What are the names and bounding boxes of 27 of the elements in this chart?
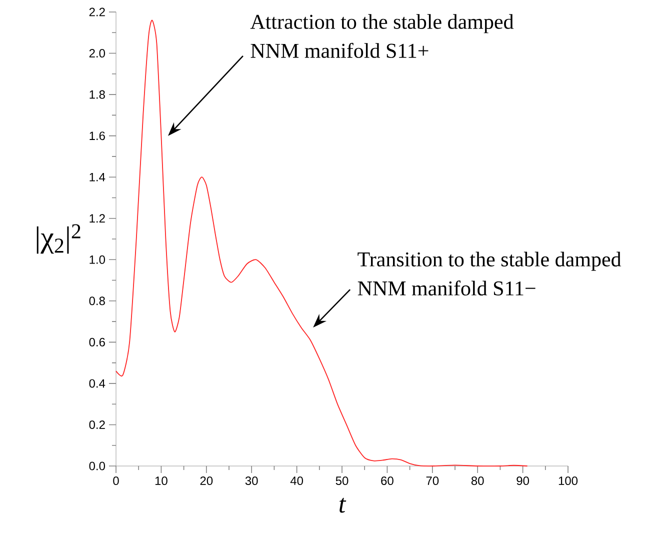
x-tick-label: 20	[200, 476, 213, 486]
y-tick-label: 2.0	[89, 49, 106, 58]
y-tick-label: 1.8	[90, 90, 105, 99]
y-tick-label: 0.8	[89, 296, 105, 306]
y-tick-label: 0.6	[89, 338, 105, 346]
y-tick-label: 2.2	[89, 8, 105, 16]
x-axis-title: t	[340, 498, 346, 513]
x-tick-label: 100	[558, 476, 578, 486]
x-tick-label: 10	[155, 476, 168, 486]
x-tick-label: 40	[290, 476, 304, 486]
y-tick-label: 0.2	[89, 420, 105, 429]
x-tick-label: 90	[516, 476, 530, 486]
y-tick-label: 1.6	[90, 132, 105, 140]
x-tick-label: 50	[336, 476, 348, 486]
annotation: Attraction to the stable damped NNM manifold S11+	[250, 14, 514, 58]
y-tick-label: 1.2	[90, 214, 105, 223]
x-tick-label: 0	[113, 476, 119, 486]
x-tick-label: 30	[245, 476, 258, 486]
x-tick-label: 80	[471, 476, 484, 486]
y-tick-label: 1.4	[90, 172, 106, 182]
y-tick-label: 0.0	[89, 462, 106, 470]
x-tick-label: 60	[381, 476, 394, 486]
y-axis-title: |χ$_{2}$|$^{2}$	[36, 224, 80, 254]
y-tick-label: 1.0	[90, 255, 106, 264]
annotation: Transition to the stable damped NNM manifold S11−	[358, 252, 622, 296]
x-tick-label: 70	[426, 476, 439, 486]
y-tick-label: 0.4	[89, 379, 106, 388]
